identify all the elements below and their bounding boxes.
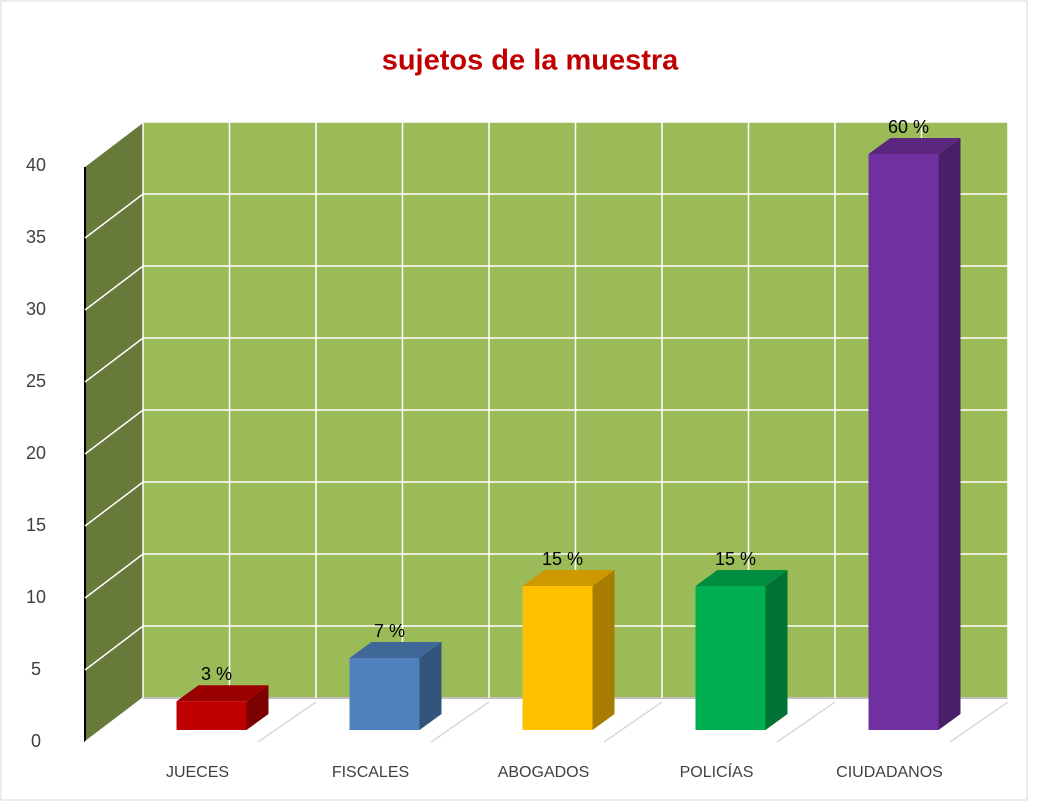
floor-line — [430, 701, 490, 743]
bar-top — [176, 685, 269, 702]
y-tick-label: 5 — [31, 659, 41, 679]
bar-side — [592, 570, 615, 730]
data-label: 7 % — [374, 621, 405, 641]
bar-top — [868, 138, 961, 154]
side-grid-line — [84, 697, 144, 743]
chart-title: sujetos de la muestra — [382, 45, 679, 77]
bar-top — [695, 570, 788, 586]
y-tick-label: 15 — [26, 515, 46, 535]
y-tick-label: 20 — [26, 443, 46, 463]
x-tick-label: POLICÍAS — [680, 762, 754, 781]
bars: 3 % JUECES 7 % FISCALES 15 % ABOGADOS 15 % POLI… — [166, 117, 961, 781]
side-grid-line — [84, 193, 144, 239]
y-tick-label: 25 — [26, 371, 46, 391]
bar — [349, 658, 420, 730]
y-tick-label: 0 — [31, 731, 41, 751]
bar-side — [938, 138, 961, 730]
side-grid-line — [84, 625, 144, 671]
side-grid-line — [84, 121, 144, 167]
data-label: 15 % — [542, 549, 583, 569]
floor-line — [257, 701, 317, 743]
data-label: 15 % — [715, 549, 756, 569]
x-tick-label: FISCALES — [332, 764, 409, 781]
bar — [176, 701, 247, 730]
data-label: 60 % — [888, 117, 929, 137]
y-tick-label: 35 — [26, 227, 46, 247]
bar-top — [522, 570, 615, 586]
floor-line — [776, 701, 836, 743]
data-label: 3 % — [201, 664, 232, 684]
floor-line — [949, 701, 1009, 743]
y-tick-label: 40 — [26, 155, 46, 175]
bar-side — [765, 570, 788, 730]
side-grid-line — [84, 553, 144, 599]
side-grid-line — [84, 409, 144, 455]
floor-line — [603, 701, 663, 743]
bar-top — [349, 642, 442, 658]
side-grid-line — [84, 481, 144, 527]
bar — [522, 586, 593, 730]
side-grid-line — [84, 265, 144, 311]
x-tick-label: CIUDADANOS — [836, 764, 943, 781]
y-tick-label: 10 — [26, 587, 46, 607]
bar-side — [246, 685, 269, 730]
y-tick-label: 30 — [26, 299, 46, 319]
x-tick-label: ABOGADOS — [498, 764, 590, 781]
x-tick-label: JUECES — [166, 764, 229, 781]
bar — [868, 154, 939, 730]
bar — [695, 586, 766, 730]
bar-side — [419, 642, 442, 730]
side-grid-line — [84, 337, 144, 383]
